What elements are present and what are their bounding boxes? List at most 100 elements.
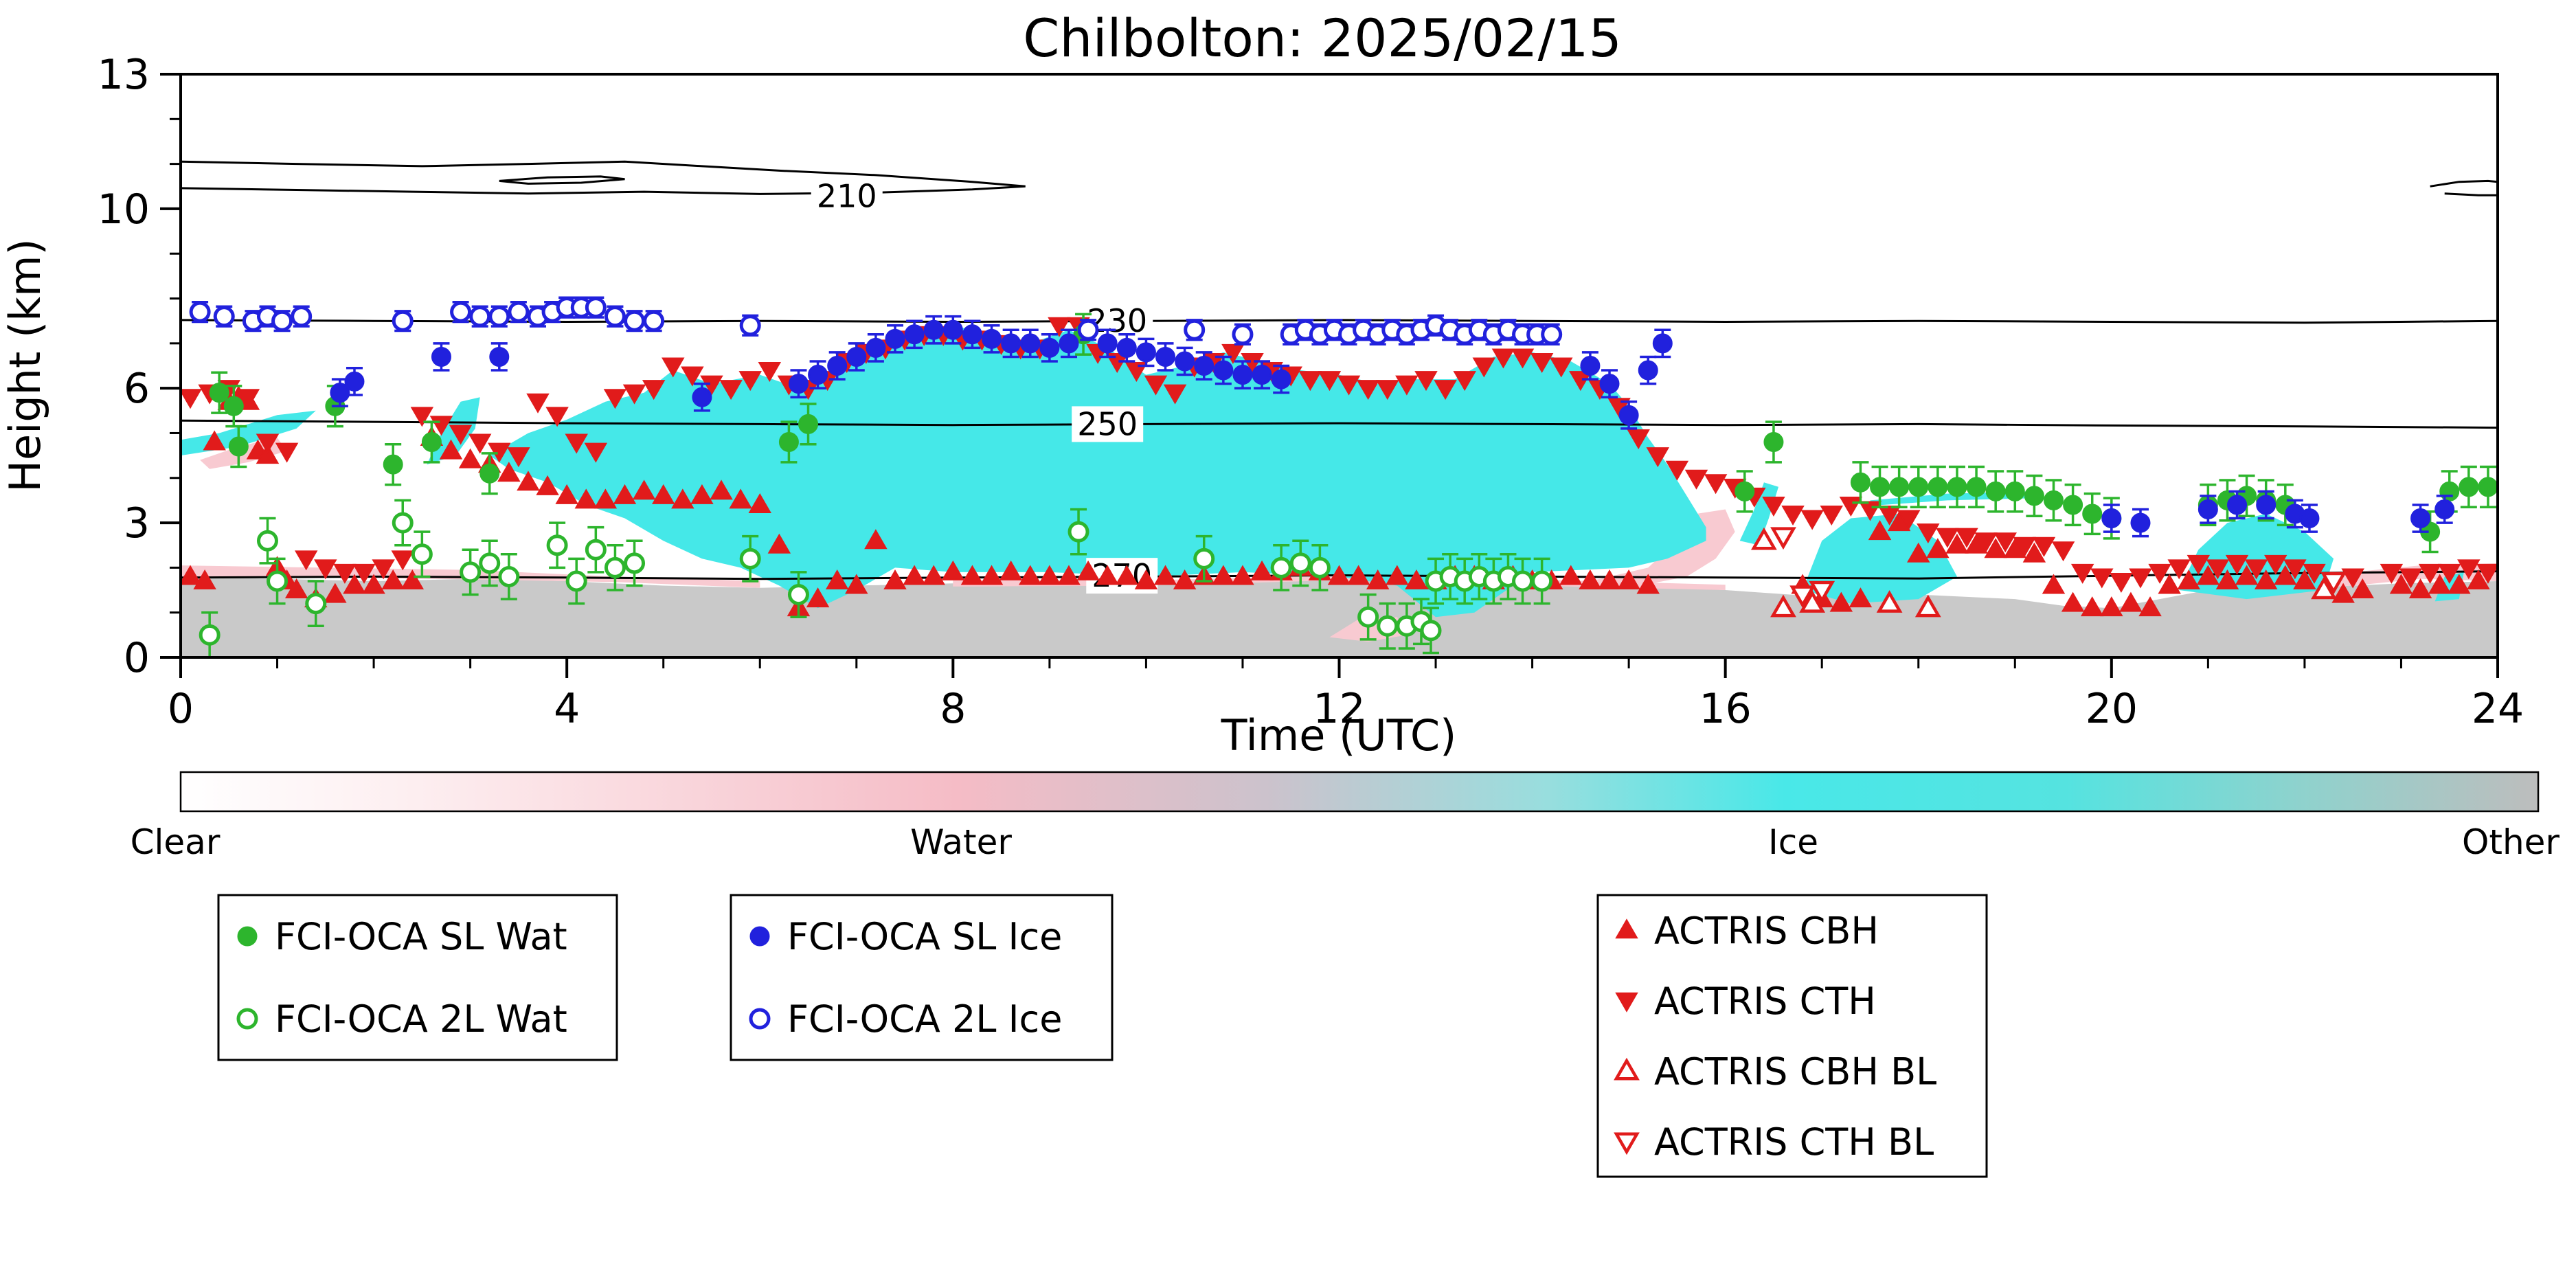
scatter-point [2437, 563, 2461, 584]
scatter-point [1599, 374, 1620, 394]
scatter-point [671, 488, 694, 509]
scatter-point [1928, 477, 1948, 497]
colorbar-bar [179, 771, 2540, 813]
scatter-point [1057, 565, 1081, 585]
scatter-point [2158, 574, 2181, 594]
scatter-point [2254, 569, 2278, 589]
scatter-point [1115, 565, 1139, 585]
scatter-point [827, 356, 848, 376]
legend-item-label: ACTRIS CBH [1654, 909, 1879, 952]
scatter-point [2341, 568, 2364, 589]
scatter-point [1665, 460, 1689, 481]
scatter-point [223, 396, 244, 416]
series-fci-oca-2l-wat [199, 499, 1553, 657]
x-tick-label: 16 [1699, 685, 1751, 733]
scatter-point [574, 488, 598, 509]
scatter-point [2100, 596, 2123, 617]
scatter-point [411, 543, 433, 565]
scatter-point [585, 297, 607, 319]
scatter-point [738, 371, 762, 392]
scatter-point [1512, 570, 1534, 592]
scatter-point [1550, 357, 1573, 378]
scatter-point [604, 556, 626, 578]
scatter-point [2148, 563, 2171, 584]
scatter-point [846, 346, 867, 367]
scatter-point [632, 479, 656, 500]
scatter-point [236, 389, 260, 409]
scatter-point [778, 432, 799, 453]
scatter-point [1337, 375, 1361, 396]
scatter-point [1453, 371, 1476, 392]
scatter-point [739, 315, 761, 337]
scatter-point [904, 324, 925, 345]
scatter-point [2061, 591, 2085, 612]
scatter-point [193, 569, 216, 589]
scatter-point [1155, 346, 1176, 367]
scatter-point [1067, 521, 1089, 543]
scatter-point [1250, 560, 1274, 580]
scatter-point [431, 346, 451, 367]
scatter-point [788, 374, 809, 394]
legend-item: ACTRIS CBH [1615, 909, 1879, 952]
scatter-point [2408, 578, 2432, 599]
scatter-point [1750, 527, 1777, 550]
scatter-point [613, 484, 637, 504]
scatter-point [343, 574, 366, 594]
scatter-point [2410, 508, 2431, 529]
scatter-point [1569, 371, 1592, 392]
scatter-point [903, 565, 926, 585]
scatter-point [1735, 481, 1755, 501]
scatter-point [922, 565, 945, 585]
legend-marker-triangle-down-open [1614, 1132, 1640, 1155]
scatter-point [2167, 559, 2191, 580]
scatter-point [748, 493, 771, 513]
scatter-point [275, 442, 299, 463]
scatter-point [2082, 504, 2103, 524]
scatter-point [594, 488, 618, 509]
colorbar-label: Clear [131, 822, 221, 862]
scatter-point [1491, 348, 1515, 369]
scatter-point [267, 570, 289, 592]
scatter-point [2235, 565, 2259, 585]
scatter-point [488, 306, 510, 328]
scatter-point [1193, 547, 1215, 569]
scatter-point [479, 463, 500, 484]
scatter-point [421, 432, 442, 453]
scatter-point [410, 407, 434, 427]
scatter-point [1096, 565, 1119, 585]
scatter-point [1618, 405, 1639, 425]
scatter-point [2428, 574, 2452, 594]
scatter-point [1531, 570, 1553, 592]
scatter-point [787, 584, 809, 606]
scatter-point [1839, 496, 1863, 517]
legend-marker-circle-filled [749, 926, 770, 947]
scatter-point [1646, 447, 1670, 468]
scatter-point [305, 593, 327, 615]
legend-item: ACTRIS CBH BL [1614, 1050, 1936, 1093]
scatter-point [479, 552, 501, 574]
scatter-point [643, 310, 665, 332]
series-fci-oca-2l-ice [189, 296, 1563, 346]
scatter-point [2130, 512, 2151, 533]
scatter-point [508, 301, 530, 323]
scatter-point [1955, 528, 1978, 548]
scatter-point [181, 389, 202, 409]
scatter-point [1580, 356, 1601, 376]
contour-label-250: 250 [1077, 405, 1138, 442]
scatter-point [469, 306, 491, 328]
scatter-point [392, 512, 414, 534]
scatter-point [256, 444, 280, 464]
scatter-point [314, 559, 337, 580]
scatter-point [2320, 572, 2347, 595]
scatter-point [1019, 565, 1042, 585]
scatter-point [2439, 481, 2460, 501]
scatter-point [2457, 559, 2481, 580]
legend-item-label: ACTRIS CTH BL [1654, 1120, 1934, 1164]
contour-path-210 [2430, 179, 2498, 188]
contour-path-250 [181, 419, 2498, 429]
scatter-point [1829, 591, 1853, 612]
scatter-point [1434, 380, 1457, 400]
scatter-point [1472, 357, 1496, 378]
